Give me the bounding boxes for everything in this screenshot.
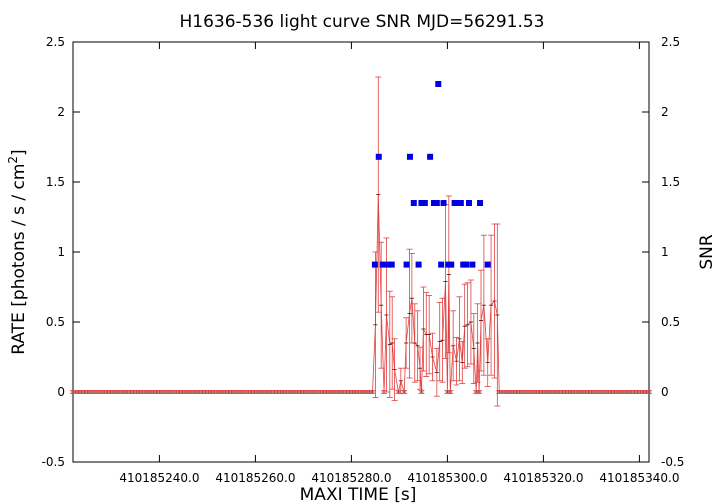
rate-point <box>480 234 487 376</box>
snr-point <box>375 153 382 160</box>
rate-point <box>429 332 436 382</box>
rate-point <box>426 294 433 375</box>
y2-tick-label: 2.5 <box>661 35 680 49</box>
snr-point <box>440 200 447 206</box>
rate-point <box>369 390 376 394</box>
snr-point <box>418 200 425 206</box>
snr-point <box>477 200 484 206</box>
x-tick-label: 410185300.0 <box>407 471 487 485</box>
rate-point <box>411 303 418 383</box>
rate-point <box>433 348 440 397</box>
snr-point <box>371 261 378 268</box>
left-axis-ticks: -0.5 0 0.5 1 1.5 2 2.5 <box>42 35 80 469</box>
snr-point <box>463 261 470 268</box>
rate-point <box>491 223 498 379</box>
snr-point <box>457 200 464 206</box>
rate-point <box>461 283 468 369</box>
y-axis-label-main: RATE [photons / s / cm <box>9 164 29 355</box>
snr-point <box>469 261 476 268</box>
snr-point <box>435 81 442 87</box>
rate-point <box>439 297 446 383</box>
rate-point <box>406 248 413 379</box>
x-tick-label: 410185280.0 <box>311 471 391 485</box>
y-tick-label: 1.5 <box>46 175 65 189</box>
rate-point <box>401 390 408 394</box>
rate-line <box>73 194 649 393</box>
snr-point <box>466 200 472 206</box>
y2-tick-label: 1.5 <box>661 175 680 189</box>
y-tick-label: -0.5 <box>42 455 65 469</box>
rate-point <box>442 203 449 359</box>
right-axis-ticks: -0.5 0 0.5 1 1.5 2 2.5 <box>642 35 684 469</box>
y-tick-label: 0.5 <box>46 315 65 329</box>
y-axis-label-end: ] <box>9 149 29 156</box>
y-tick-label: 2.5 <box>46 35 65 49</box>
rate-point <box>375 76 382 313</box>
rate-point <box>436 301 443 382</box>
rate-point <box>418 390 425 394</box>
snr-point <box>454 200 461 206</box>
rate-series <box>70 76 652 407</box>
snr-point <box>448 261 455 268</box>
rate-point <box>453 336 460 386</box>
y-axis-label: RATE [photons / s / cm2] <box>6 149 29 354</box>
snr-point <box>410 200 417 206</box>
rate-point <box>420 286 427 372</box>
rate-point <box>476 390 483 394</box>
snr-point <box>433 200 440 206</box>
snr-series <box>371 81 491 268</box>
snr-point <box>379 261 386 268</box>
rate-point <box>417 346 424 390</box>
rate-point <box>378 241 385 369</box>
y-tick-label: 0 <box>57 385 65 399</box>
rate-point <box>467 279 474 365</box>
y2-tick-label: 0 <box>661 385 669 399</box>
rate-point <box>450 310 457 382</box>
y2-tick-label: 1 <box>661 245 669 259</box>
snr-point <box>438 261 445 268</box>
chart-title: H1636-536 light curve SNR MJD=56291.53 <box>179 12 544 32</box>
snr-point <box>421 200 428 206</box>
snr-point <box>427 153 434 160</box>
plot-frame <box>72 41 650 463</box>
rate-point <box>383 237 390 393</box>
y-tick-label: 1 <box>57 245 65 259</box>
rate-point <box>470 313 477 385</box>
x-axis-label: MAXI TIME [s] <box>300 485 417 504</box>
y2-axis-label: SNR <box>697 234 717 270</box>
snr-point <box>388 261 395 268</box>
snr-point <box>415 261 422 268</box>
rate-point <box>478 269 484 372</box>
rate-point <box>447 390 454 394</box>
snr-point <box>406 153 413 160</box>
y-tick-label: 2 <box>57 105 65 119</box>
rate-point <box>484 338 491 387</box>
x-axis-ticks: 410185240.0 410185260.0 410185280.0 4101853… <box>119 42 679 485</box>
rate-point <box>391 338 398 401</box>
x-tick-label: 410185240.0 <box>119 471 199 485</box>
y2-tick-label: 0.5 <box>661 315 680 329</box>
rate-point <box>646 390 652 394</box>
y2-tick-label: -0.5 <box>661 455 684 469</box>
x-tick-label: 410185340.0 <box>599 471 679 485</box>
rate-point <box>445 195 452 354</box>
snr-point <box>403 261 410 268</box>
rate-point <box>488 234 495 376</box>
rate-point <box>474 303 481 383</box>
x-tick-label: 410185260.0 <box>215 471 295 485</box>
rate-point <box>403 317 410 369</box>
y-axis-label-sup: 2 <box>6 156 20 164</box>
snr-point <box>484 261 491 268</box>
x-tick-label: 410185320.0 <box>503 471 583 485</box>
rate-point <box>372 251 379 399</box>
rate-point <box>456 296 463 382</box>
snr-point <box>385 261 392 268</box>
rate-point <box>494 223 501 407</box>
rate-point <box>386 290 393 399</box>
rate-point <box>464 282 471 368</box>
y2-tick-label: 2 <box>661 105 669 119</box>
